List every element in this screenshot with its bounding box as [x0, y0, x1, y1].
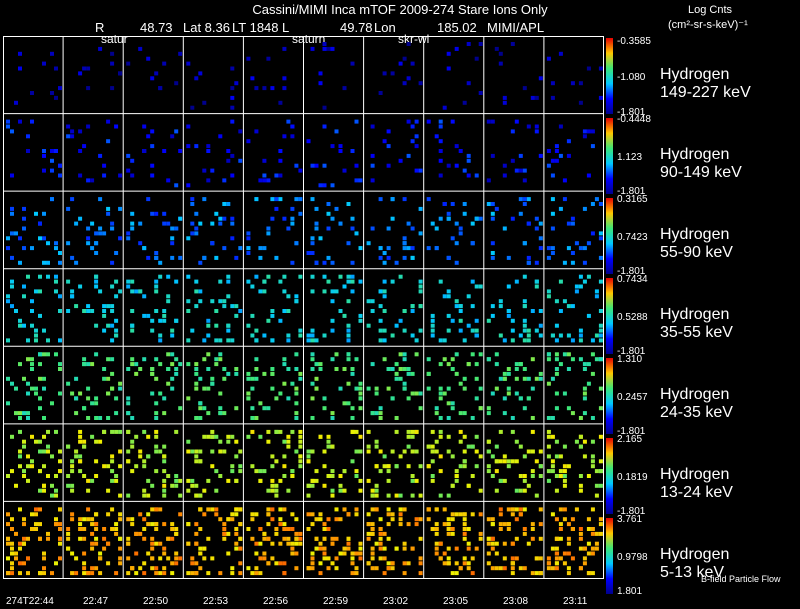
colorbar [606, 518, 613, 594]
row-label-6: Hydrogen 13-24 keV [660, 466, 733, 501]
time-label: 274T22:44 [6, 596, 54, 607]
colorbar [606, 358, 613, 434]
time-label: 22:59 [323, 596, 349, 607]
colorbar [606, 278, 613, 354]
time-label: 23:02 [383, 596, 409, 607]
cbar-mid-4: 0.5288 [617, 312, 648, 323]
lab-name: MIMI/APL [487, 20, 545, 35]
cbar-max-6: 2.165 [617, 434, 643, 445]
cbar-mid-2: 1.123 [617, 152, 643, 163]
units-sublabel: (cm²-sr-s-keV)⁻¹ [668, 19, 748, 31]
plot-title: Cassini/MIMI Inca mTOF 2009-274 Stare Io… [252, 2, 548, 17]
cbar-min-1: -1.801 [617, 107, 646, 118]
row-label-2: Hydrogen 90-149 keV [660, 146, 742, 181]
cbar-max-4: 0.7434 [617, 274, 648, 285]
lon-label: Lon [374, 20, 396, 35]
cbar-mid-7: 0.9798 [617, 552, 648, 563]
row-label-7: Hydrogen 5-13 keV [660, 546, 730, 581]
lt-value: LT 1848 [232, 20, 279, 35]
image-grid [3, 36, 604, 579]
bfield-label: B-field Particle Flow [701, 574, 781, 584]
row-label-1: Hydrogen 149-227 keV [660, 66, 751, 101]
cbar-max-7: 3.761 [617, 514, 643, 525]
time-label: 22:50 [143, 596, 169, 607]
row-label-4: Hydrogen 35-55 keV [660, 306, 733, 341]
cbar-max-1: -0.3585 [617, 36, 651, 47]
row-label-5: Hydrogen 24-35 keV [660, 386, 733, 421]
cbar-mid-5: 0.2457 [617, 392, 648, 403]
lon-value: 185.02 [437, 20, 477, 35]
r-value: 48.73 [140, 20, 173, 35]
time-label: 22:53 [203, 596, 229, 607]
saturn-marker-1: satur [101, 32, 128, 46]
time-label: 23:08 [503, 596, 529, 607]
colorbar [606, 118, 613, 194]
cbar-min-7: 1.801 [617, 586, 643, 597]
colorbar [606, 198, 613, 274]
cbar-min-6: -1.801 [617, 506, 646, 517]
cbar-max-5: 1.310 [617, 354, 643, 365]
cbar-mid-6: 0.1819 [617, 472, 648, 483]
skr-marker: skr-wl [398, 32, 430, 46]
saturn-marker-2: saturn [292, 32, 326, 46]
cbar-mid-3: 0.7423 [617, 232, 648, 243]
time-label: 22:47 [83, 596, 109, 607]
cbar-min-2: -1.801 [617, 186, 646, 197]
row-label-3: Hydrogen 55-90 keV [660, 226, 733, 261]
cbar-mid-1: -1.080 [617, 72, 646, 83]
time-label: 23:05 [443, 596, 469, 607]
cbar-max-3: 0.3165 [617, 194, 648, 205]
colorbar [606, 38, 613, 114]
cbar-min-5: -1.801 [617, 426, 646, 437]
l-label: L [282, 20, 290, 35]
l-value: 49.78 [340, 20, 373, 35]
time-label: 23:11 [563, 596, 588, 607]
time-label: 22:56 [263, 596, 289, 607]
cbar-min-4: -1.801 [617, 346, 646, 357]
units-label: Log Cnts [688, 4, 733, 16]
lat-value: Lat 8.36 [183, 20, 230, 35]
colorbar [606, 438, 613, 514]
cbar-max-2: -0.4448 [617, 114, 651, 125]
cbar-min-3: -1.801 [617, 266, 646, 277]
r-label: R [95, 20, 105, 35]
